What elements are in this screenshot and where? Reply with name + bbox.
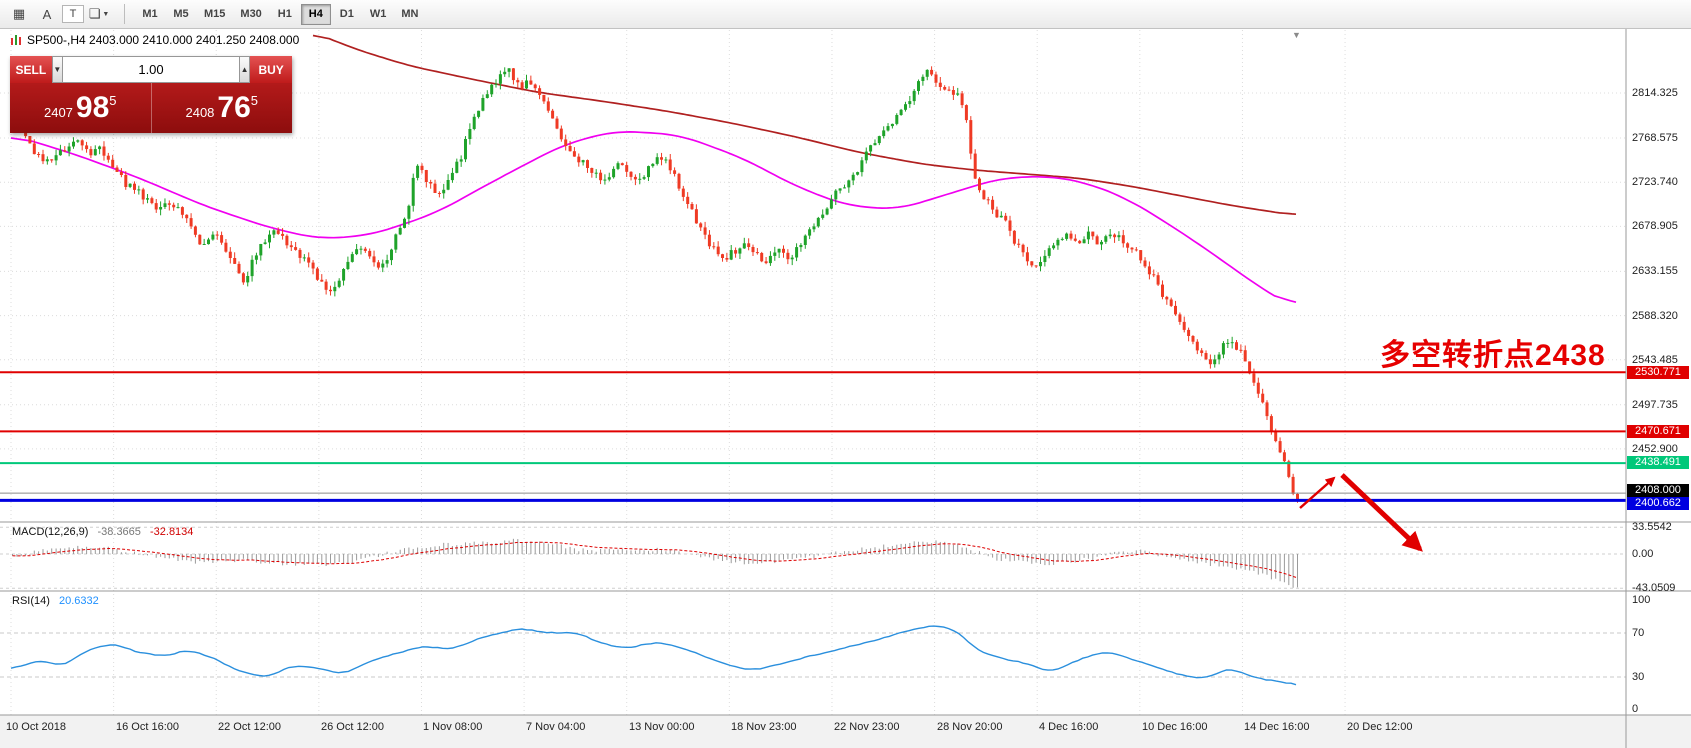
cursor-tool-icon[interactable]: A xyxy=(42,6,52,22)
grid-lines xyxy=(0,30,1626,715)
price-tag-current: 2408.000 xyxy=(1627,484,1689,497)
bid-pips: 98 xyxy=(75,91,110,124)
time-axis-label: 10 Oct 2018 xyxy=(6,721,66,733)
time-axis-background xyxy=(0,715,1691,748)
chart-shift-marker[interactable]: ▼ xyxy=(1292,30,1301,40)
rsi-axis-label: 100 xyxy=(1632,594,1651,606)
time-axis-label: 26 Oct 12:00 xyxy=(321,721,384,733)
price-tag-resistance-upper: 2530.771 xyxy=(1627,366,1689,379)
price-axis-label: 2814.325 xyxy=(1632,87,1678,99)
volume-decrease-button[interactable]: ▼ xyxy=(51,56,63,83)
moving-averages xyxy=(10,34,1297,304)
time-axis-label: 1 Nov 08:00 xyxy=(423,721,483,733)
rsi-indicator xyxy=(10,625,1297,686)
timeframe-button-w1[interactable]: W1 xyxy=(369,8,387,20)
rsi-indicator-label: RSI(14) 20.6332 xyxy=(12,595,99,607)
timeframe-button-m30[interactable]: M30 xyxy=(240,8,262,20)
time-axis-label: 22 Nov 23:00 xyxy=(834,721,900,733)
text-tool-icon[interactable]: T xyxy=(62,5,84,23)
rsi-name: RSI(14) xyxy=(12,595,50,607)
sell-price-display[interactable]: 2407 98 5 xyxy=(10,83,151,133)
volume-increase-button[interactable]: ▲ xyxy=(239,56,251,83)
annotation-arrows xyxy=(1299,473,1423,552)
timeframe-button-h1[interactable]: H1 xyxy=(277,8,292,20)
timeframe-button-m1[interactable]: M1 xyxy=(142,8,158,20)
timeframe-button-mn[interactable]: MN xyxy=(401,8,419,20)
one-click-trading-panel: SELL ▼ ▲ BUY 2407 98 5 2408 76 5 xyxy=(10,56,292,133)
price-tag-pivot-green: 2438.491 xyxy=(1627,456,1689,469)
timeframe-button-d1[interactable]: D1 xyxy=(339,8,354,20)
time-axis-label: 20 Dec 12:00 xyxy=(1347,721,1413,733)
timeframe-button-m5[interactable]: M5 xyxy=(173,8,189,20)
time-axis-label: 22 Oct 12:00 xyxy=(218,721,281,733)
macd-name: MACD(12,26,9) xyxy=(12,526,89,538)
time-axis-label: 4 Dec 16:00 xyxy=(1039,721,1099,733)
grid-icon[interactable]: ▦ xyxy=(12,6,26,21)
ask-point: 5 xyxy=(250,92,259,108)
chart-header: SP500-,H4 2403.000 2410.000 2401.250 240… xyxy=(10,33,299,47)
macd-main-value: -38.3665 xyxy=(97,526,141,538)
time-axis-label: 14 Dec 16:00 xyxy=(1244,721,1310,733)
price-axis-label: 2452.900 xyxy=(1632,443,1678,455)
sell-button[interactable]: SELL xyxy=(10,56,52,83)
horizontal-lines xyxy=(0,371,1626,502)
price-axis-label: 2678.905 xyxy=(1632,220,1678,232)
buy-button[interactable]: BUY xyxy=(250,56,292,83)
trade-panel-price-row: 2407 98 5 2408 76 5 xyxy=(10,83,292,133)
ask-pips: 76 xyxy=(217,91,251,124)
chart-icon xyxy=(11,35,21,45)
ask-main-digits: 2408 xyxy=(185,104,215,120)
price-tag-support-blue: 2400.662 xyxy=(1627,497,1689,510)
rsi-axis-label: 0 xyxy=(1632,703,1639,715)
bid-main-digits: 2407 xyxy=(43,104,73,120)
time-axis-label: 7 Nov 04:00 xyxy=(526,721,586,733)
bid-point: 5 xyxy=(109,92,117,108)
time-axis-label: 18 Nov 23:00 xyxy=(731,721,797,733)
price-axis-label: 2768.575 xyxy=(1632,132,1678,144)
toolbar: ▦ A T ❏ ▼ M1 M5 M15 M30 H1 H4 D1 W1 MN xyxy=(0,0,1691,29)
macd-axis-label: -43.0509 xyxy=(1632,582,1676,594)
macd-axis-label: 0.00 xyxy=(1632,548,1654,560)
rsi-axis-label: 30 xyxy=(1632,671,1645,683)
time-axis-label: 10 Dec 16:00 xyxy=(1142,721,1208,733)
price-divider xyxy=(150,83,152,133)
timeframe-button-m15[interactable]: M15 xyxy=(204,8,226,20)
trade-panel-top-row: SELL ▼ ▲ BUY xyxy=(10,56,292,83)
price-axis-label: 2588.320 xyxy=(1632,310,1678,322)
timeframe-button-h4[interactable]: H4 xyxy=(300,3,331,25)
price-axis-label: 2723.740 xyxy=(1632,176,1678,188)
time-axis-label: 16 Oct 16:00 xyxy=(116,721,179,733)
price-tag-resistance-lower: 2470.671 xyxy=(1627,425,1689,438)
time-axis-label: 28 Nov 20:00 xyxy=(937,721,1003,733)
panel-separators xyxy=(0,29,1691,748)
price-axis-label: 2633.155 xyxy=(1632,265,1678,277)
macd-indicator-label: MACD(12,26,9) -38.3665 -32.8134 xyxy=(12,526,193,538)
volume-input[interactable] xyxy=(63,56,239,83)
chevron-down-icon: ▼ xyxy=(102,10,110,18)
time-axis-label: 13 Nov 00:00 xyxy=(629,721,695,733)
toolbar-separator xyxy=(124,4,125,24)
buy-price-display[interactable]: 2408 76 5 xyxy=(152,83,293,133)
rsi-value: 20.6332 xyxy=(58,595,99,607)
macd-indicator xyxy=(12,538,1298,588)
macd-signal-value: -32.8134 xyxy=(149,526,194,538)
price-axis-label: 2543.485 xyxy=(1632,354,1678,366)
rsi-axis-label: 70 xyxy=(1632,627,1645,639)
chart-header-text: SP500-,H4 2403.000 2410.000 2401.250 240… xyxy=(27,33,300,47)
price-axis-label: 2497.735 xyxy=(1632,399,1678,411)
macd-axis-label: 33.5542 xyxy=(1632,521,1672,533)
objects-tool-icon[interactable]: ❏ ▼ xyxy=(88,6,110,21)
chart-annotation-text: 多空转折点2438 xyxy=(1380,339,1606,372)
